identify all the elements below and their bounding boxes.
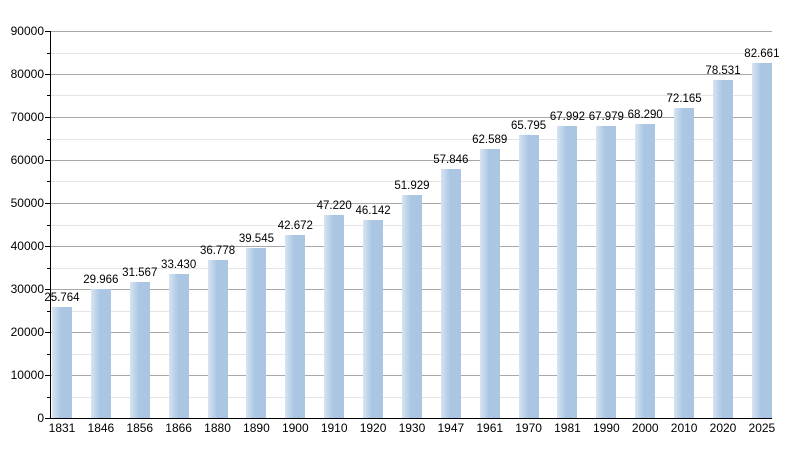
bar-1900 <box>285 235 306 418</box>
gridline-minor <box>51 53 772 54</box>
gridline-minor <box>51 139 772 140</box>
bar-2000 <box>635 124 656 418</box>
x-tick-label: 1910 <box>320 421 348 435</box>
y-axis-tick-major <box>45 375 50 376</box>
y-tick-label: 30000 <box>10 282 44 296</box>
y-axis-tick-major <box>45 418 50 419</box>
x-tick-label: 1846 <box>87 421 115 435</box>
gridline-major <box>51 31 772 32</box>
bar-value-label: 39.545 <box>238 233 274 245</box>
bar-value-label: 67.979 <box>588 111 624 123</box>
bar-1930 <box>401 195 422 418</box>
bar-2025 <box>751 63 772 418</box>
x-tick-label: 1880 <box>204 421 231 435</box>
bar-1846 <box>90 289 111 418</box>
bar-2020 <box>713 80 734 418</box>
bar-value-label: 78.531 <box>705 65 741 77</box>
x-tick-label: 1961 <box>476 421 504 435</box>
x-tick-label: 1856 <box>126 421 154 435</box>
bar-1947 <box>440 169 461 418</box>
gridline-major <box>51 117 772 118</box>
y-tick-label: 40000 <box>10 239 44 253</box>
y-axis-tick-major <box>45 203 50 204</box>
x-tick-label: 2010 <box>670 421 698 435</box>
y-tick-label: 60000 <box>10 153 44 167</box>
x-tick-label: 2020 <box>709 421 737 435</box>
bar-1910 <box>324 215 345 418</box>
x-tick-label: 1981 <box>554 421 581 435</box>
bar-1831 <box>52 307 72 418</box>
bar-value-label: 47.220 <box>316 200 352 212</box>
y-tick-label: 90000 <box>10 24 44 38</box>
y-tick-label: 0 <box>37 411 44 425</box>
bar-value-label: 33.430 <box>161 259 197 271</box>
bar-1990 <box>596 126 617 418</box>
x-tick-label: 1930 <box>398 421 426 435</box>
bar-1856 <box>129 282 150 418</box>
x-tick-label: 1947 <box>437 421 465 435</box>
y-axis-tick-minor <box>47 181 50 182</box>
y-axis-tick-major <box>45 31 50 32</box>
y-axis-tick-minor <box>47 95 50 96</box>
y-axis-tick-minor <box>47 354 50 355</box>
y-tick-label: 10000 <box>10 368 44 382</box>
y-axis-tick-minor <box>47 397 50 398</box>
bar-1920 <box>363 220 384 418</box>
bar-value-label: 82.661 <box>744 48 780 60</box>
x-tick-label: 1866 <box>165 421 192 435</box>
bar-1970 <box>518 135 539 418</box>
bar-value-label: 57.846 <box>433 154 469 166</box>
x-tick-label: 1970 <box>515 421 542 435</box>
y-axis-tick-minor <box>47 139 50 140</box>
y-axis-tick-major <box>45 246 50 247</box>
gridline-major <box>51 160 772 161</box>
gridline-major <box>51 74 772 75</box>
bar-1890 <box>246 248 267 418</box>
x-tick-label: 1831 <box>48 421 76 435</box>
bar-value-label: 68.290 <box>627 109 663 121</box>
y-tick-label: 80000 <box>10 67 44 81</box>
gridline-minor <box>51 95 772 96</box>
bar-value-label: 29.966 <box>83 274 119 286</box>
gridline-minor <box>51 181 772 182</box>
bar-value-label: 25.764 <box>44 292 80 304</box>
y-axis-tick-major <box>45 332 50 333</box>
x-tick-label: 1920 <box>359 421 387 435</box>
y-axis-tick-major <box>45 160 50 161</box>
y-axis-tick-minor <box>47 225 50 226</box>
bar-1981 <box>557 126 578 418</box>
y-tick-label: 70000 <box>10 110 44 124</box>
y-axis-tick-major <box>45 117 50 118</box>
x-tick-label: 1890 <box>243 421 270 435</box>
y-tick-label: 50000 <box>10 196 44 210</box>
bar-value-label: 36.778 <box>199 245 236 257</box>
bar-value-label: 42.672 <box>277 220 313 232</box>
x-tick-label: 2000 <box>631 421 659 435</box>
y-axis-tick-major <box>45 289 50 290</box>
bar-1961 <box>479 149 500 418</box>
bar-value-label: 72.165 <box>666 93 702 105</box>
bar-value-label: 51.929 <box>394 180 430 192</box>
bar-value-label: 67.992 <box>549 111 586 123</box>
bar-value-label: 46.142 <box>355 205 391 217</box>
x-tick-label: 1900 <box>281 421 309 435</box>
y-tick-label: 20000 <box>10 325 44 339</box>
bar-1880 <box>207 260 228 418</box>
bar-value-label: 62.589 <box>472 134 508 146</box>
y-axis-tick-major <box>45 74 50 75</box>
y-axis-tick-minor <box>47 311 50 312</box>
bar-value-label: 31.567 <box>122 267 158 279</box>
x-tick-label: 1990 <box>593 421 620 435</box>
bar-value-label: 65.795 <box>511 120 547 132</box>
y-axis-tick-minor <box>47 268 50 269</box>
bar-2010 <box>674 108 695 418</box>
bar-1866 <box>168 274 189 418</box>
x-tick-label: 2025 <box>748 421 776 435</box>
y-axis-tick-minor <box>47 53 50 54</box>
